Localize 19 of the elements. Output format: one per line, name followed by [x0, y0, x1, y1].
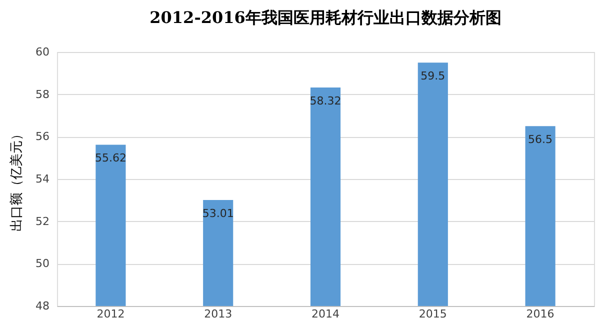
y-tick-label: 52 [36, 214, 50, 228]
data-label: 55.62 [94, 152, 126, 165]
x-tick-label: 2012 [96, 308, 125, 320]
y-tick-label: 48 [36, 300, 50, 312]
y-tick-label: 50 [36, 257, 50, 270]
y-tick-label: 58 [36, 88, 50, 101]
chart-title: 2012-2016年我国医用耗材行业出口数据分析图 [150, 8, 502, 27]
data-label: 53.01 [202, 206, 234, 220]
x-tick-label: 2016 [526, 308, 554, 320]
y-axis-title: 出口额（亿美元） [8, 128, 25, 232]
y-tick-label: 60 [36, 46, 50, 58]
x-tick-label: 2014 [312, 308, 340, 320]
y-tick-label: 56 [36, 130, 50, 144]
y-tick-label: 54 [36, 172, 50, 186]
data-label: 58.32 [310, 94, 342, 108]
x-tick-label: 2013 [204, 308, 232, 320]
x-tick-label: 2015 [418, 308, 447, 320]
data-label: 59.5 [420, 70, 446, 83]
data-label: 56.5 [528, 133, 553, 146]
